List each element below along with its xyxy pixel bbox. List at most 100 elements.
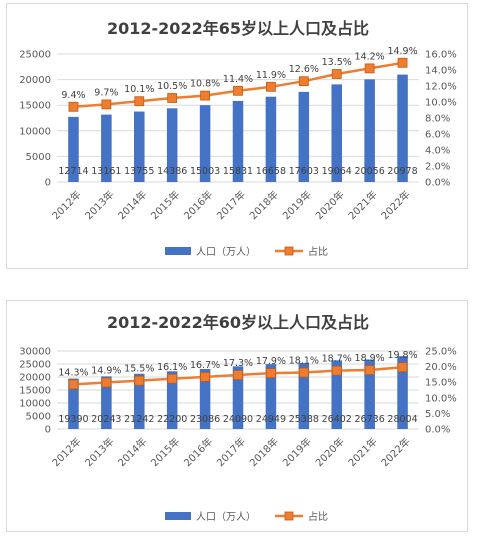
x-axis-tick-label: 2016年 (181, 188, 215, 222)
right-axis-tick-label: 15.0% (425, 378, 457, 389)
ratio-marker (101, 377, 112, 388)
bar-value-label: 26402 (322, 414, 352, 425)
x-axis-tick-label: 2012年 (49, 435, 83, 469)
right-axis-tick-label: 14.0% (425, 66, 457, 77)
ratio-value-label: 16.1% (157, 362, 187, 373)
right-axis-tick-label: 25.0% (425, 347, 457, 358)
bar (166, 371, 178, 429)
bar (265, 96, 277, 182)
legend-line-label: 占比 (308, 510, 328, 523)
right-axis-tick-label: 0.0% (425, 178, 450, 189)
legend-line-label: 占比 (308, 245, 328, 258)
bar-value-label: 28004 (387, 414, 417, 425)
left-axis-tick-label: 5000 (26, 412, 51, 423)
ratio-marker (331, 69, 342, 79)
x-axis-tick-label: 2021年 (345, 188, 379, 222)
bar (265, 364, 277, 429)
left-axis-tick-label: 5000 (26, 152, 51, 163)
x-axis-tick-label: 2018年 (247, 188, 281, 222)
legend-bar-label: 人口（万人） (196, 511, 256, 523)
x-axis-tick-label: 2017年 (214, 188, 248, 222)
ratio-value-label: 11.9% (256, 70, 286, 81)
ratio-marker (233, 85, 243, 96)
x-axis-tick-label: 2014年 (115, 188, 149, 222)
ratio-marker (167, 93, 178, 103)
bar-value-label: 26736 (355, 414, 385, 425)
right-axis-tick-label: 16.0% (425, 50, 457, 61)
right-axis-tick-label: 12.0% (425, 82, 457, 93)
ratio-value-label: 19.8% (387, 350, 417, 361)
bar-value-label: 19064 (322, 166, 352, 177)
left-axis-tick-label: 15000 (19, 386, 51, 397)
ratio-value-label: 9.7% (94, 87, 118, 98)
bar-value-label: 24949 (256, 414, 286, 425)
bar-value-label: 21242 (124, 414, 154, 425)
x-axis-tick-label: 2019年 (280, 435, 314, 469)
chart-panel-60: 2012-2022年60岁以上人口及占比 0 5000 10000 15000 20000… (6, 300, 468, 532)
ratio-value-label: 10.8% (190, 79, 220, 90)
chart-65-svg: 2012-2022年65岁以上人口及占比 0 5000 10000 15000 20000… (19, 19, 457, 258)
legend-line-marker (284, 246, 294, 256)
ratio-marker (298, 367, 309, 378)
bar (101, 114, 112, 182)
bar (68, 378, 79, 429)
bar (199, 105, 211, 182)
legend-bar-swatch (165, 247, 191, 255)
bar-value-label: 20243 (91, 414, 121, 425)
x-axis-tick-label: 2013年 (82, 435, 116, 469)
left-axis-tick-label: 20000 (19, 373, 51, 384)
ratio-value-label: 14.9% (387, 46, 417, 57)
x-axis-tick-label: 2013年 (82, 188, 116, 222)
bar (134, 111, 145, 182)
ratio-value-label: 16.7% (190, 360, 220, 371)
right-axis-tick-label: 0.0% (425, 425, 450, 436)
ratio-marker (298, 76, 309, 87)
bar-value-label: 23086 (190, 414, 220, 425)
legend-line-marker (284, 511, 294, 521)
ratio-value-label: 17.9% (256, 356, 286, 367)
x-axis-tick-label: 2020年 (313, 188, 347, 222)
ratio-marker (134, 96, 145, 107)
x-axis-tick-label: 2019年 (280, 188, 314, 222)
ratio-marker (397, 57, 408, 68)
bar-value-label: 25388 (289, 414, 319, 425)
ratio-marker (397, 362, 408, 373)
bar (331, 84, 342, 182)
ratio-marker (200, 371, 210, 382)
ratio-marker (101, 99, 112, 110)
ratio-value-label: 18.1% (289, 356, 319, 367)
x-axis-tick-label: 2015年 (148, 188, 182, 222)
ratio-value-label: 14.3% (58, 367, 88, 378)
bar-value-label: 14386 (157, 166, 187, 177)
left-axis-tick-label: 0 (45, 425, 51, 436)
ratio-marker (364, 63, 375, 74)
ratio-value-label: 12.6% (289, 64, 319, 75)
bar-value-label: 13755 (124, 166, 154, 177)
ratio-value-label: 13.5% (322, 57, 352, 68)
chart-title: 2012-2022年65岁以上人口及占比 (107, 19, 369, 38)
ratio-marker (233, 370, 243, 380)
ratio-value-label: 14.9% (91, 366, 121, 377)
ratio-marker (266, 368, 276, 379)
bar-value-label: 12714 (58, 166, 88, 177)
left-axis-tick-label: 10000 (19, 399, 51, 410)
bar (397, 356, 408, 429)
left-axis-tick-label: 25000 (19, 360, 51, 371)
bar-value-label: 20978 (387, 166, 417, 177)
ratio-value-label: 10.1% (124, 84, 154, 95)
ratio-value-label: 11.4% (223, 74, 253, 85)
left-axis-tick-label: 10000 (19, 126, 51, 137)
ratio-value-label: 18.9% (355, 353, 385, 364)
bar (166, 108, 178, 182)
bar (232, 100, 244, 182)
ratio-marker (200, 90, 210, 101)
bar (298, 362, 310, 429)
bar (298, 91, 310, 182)
bar (364, 359, 375, 429)
ratio-marker (68, 101, 79, 112)
bar (134, 373, 145, 429)
x-axis-tick-label: 2015年 (148, 435, 182, 469)
right-axis-tick-label: 5.0% (425, 409, 450, 420)
ratio-marker (364, 365, 375, 375)
bar-value-label: 19390 (58, 414, 88, 425)
